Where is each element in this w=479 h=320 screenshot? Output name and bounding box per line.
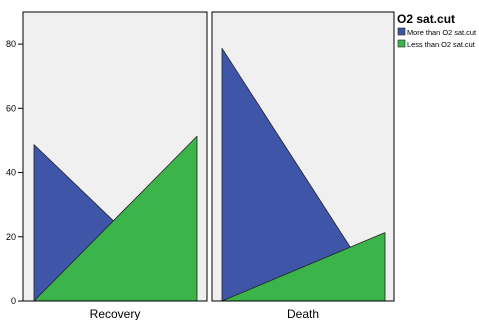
- y-tick-label: 40: [6, 168, 16, 178]
- panel-recovery: Recovery: [22, 11, 208, 320]
- legend-label: Less than O2 sat.cut: [407, 40, 475, 49]
- legend: O2 sat.cut More than O2 sat.cut Less than…: [397, 12, 476, 49]
- panel-label: Death: [287, 307, 319, 320]
- panels: Recovery Death: [22, 11, 395, 320]
- legend-swatch: [397, 39, 406, 48]
- y-tick-label: 80: [6, 39, 16, 49]
- legend-swatch: [397, 27, 406, 36]
- y-tick-label: 20: [6, 232, 16, 242]
- y-tick-label: 0: [11, 296, 16, 306]
- legend-title: O2 sat.cut: [397, 12, 455, 26]
- legend-label: More than O2 sat.cut: [407, 28, 476, 37]
- y-axis: 0 20 40 60 80: [6, 12, 24, 306]
- panel-death: Death: [211, 11, 395, 320]
- panel-label: Recovery: [90, 307, 141, 320]
- y-tick-label: 60: [6, 103, 16, 113]
